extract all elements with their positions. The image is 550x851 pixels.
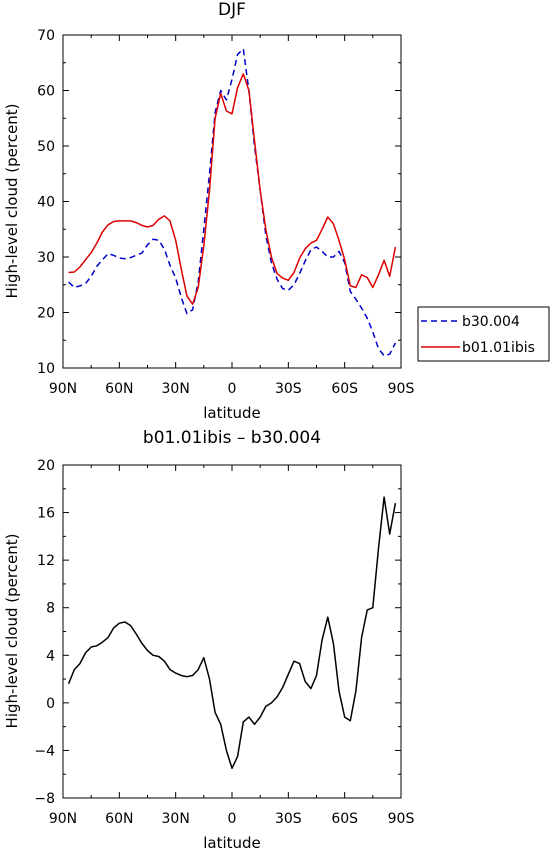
legend: b30.004 b01.01ibis xyxy=(417,306,550,362)
bottom-chart-axes: 90N 60N 30N 0 30S 60S 90S −8 −4 0 4 8 12 16 20 xyxy=(34,458,414,827)
bottom-x-tick-label: 30N xyxy=(162,811,190,827)
bottom-series-line xyxy=(67,496,397,770)
bottom-y-tick-label: 20 xyxy=(37,458,55,474)
bottom-plot-frame xyxy=(62,464,402,799)
top-x-tick-label: 90S xyxy=(388,381,415,397)
legend-label-b30-004: b30.004 xyxy=(462,314,520,330)
bottom-y-tick-label: 0 xyxy=(46,696,55,712)
legend-box xyxy=(417,306,550,362)
top-x-tick-label: 90N xyxy=(49,381,77,397)
bottom-y-tick-label: −8 xyxy=(34,791,55,807)
top-x-tick-label: 60N xyxy=(105,381,133,397)
bottom-x-axis-title: latitude xyxy=(203,834,261,851)
bottom-y-tick-label: 4 xyxy=(46,648,55,664)
legend-label-b01-01ibis: b01.01ibis xyxy=(462,340,535,356)
bottom-y-axis-title: High-level cloud (percent) xyxy=(3,534,21,729)
top-chart-title: DJF xyxy=(218,0,246,20)
top-series-line-b01-01ibis xyxy=(68,73,397,305)
bottom-x-tick-label: 90S xyxy=(388,811,415,827)
top-chart: DJF 90N 60N 30N 0 30S 60S 90S 10 20 30 40 50 60 70 la… xyxy=(3,0,550,422)
bottom-x-tick-label: 0 xyxy=(228,811,237,827)
top-y-tick-label: 50 xyxy=(37,139,55,155)
top-y-tick-label: 30 xyxy=(37,250,55,266)
bottom-y-tick-label: 16 xyxy=(37,506,55,522)
top-chart-marks xyxy=(68,48,397,357)
top-y-axis-title: High-level cloud (percent) xyxy=(3,104,21,299)
bottom-x-tick-label: 90N xyxy=(49,811,77,827)
top-x-axis-title: latitude xyxy=(203,404,261,422)
bottom-chart-title: b01.01ibis – b30.004 xyxy=(143,428,321,448)
top-y-tick-label: 40 xyxy=(37,195,55,211)
bottom-x-tick-label: 30S xyxy=(275,811,302,827)
top-y-tick-label: 60 xyxy=(37,84,55,100)
top-series-line-b30-004 xyxy=(68,48,397,357)
top-chart-axes: 90N 60N 30N 0 30S 60S 90S 10 20 30 40 50 60 70 xyxy=(37,28,414,397)
bottom-x-tick-label: 60N xyxy=(105,811,133,827)
top-x-tick-label: 30S xyxy=(275,381,302,397)
bottom-y-tick-label: 8 xyxy=(46,601,55,617)
top-x-tick-label: 0 xyxy=(228,381,237,397)
top-y-tick-label: 10 xyxy=(37,361,55,377)
bottom-chart-marks xyxy=(67,496,397,770)
bottom-y-tick-label: −4 xyxy=(34,743,55,759)
bottom-chart: b01.01ibis – b30.004 90N 60N 30N 0 30S 60S 90S… xyxy=(3,428,414,851)
bottom-y-tick-label: 12 xyxy=(37,553,55,569)
top-x-tick-label: 30N xyxy=(162,381,190,397)
top-x-tick-label: 60S xyxy=(331,381,358,397)
bottom-x-tick-label: 60S xyxy=(331,811,358,827)
top-plot-frame xyxy=(62,34,402,369)
top-y-tick-label: 70 xyxy=(37,28,55,44)
top-y-tick-label: 20 xyxy=(37,306,55,322)
